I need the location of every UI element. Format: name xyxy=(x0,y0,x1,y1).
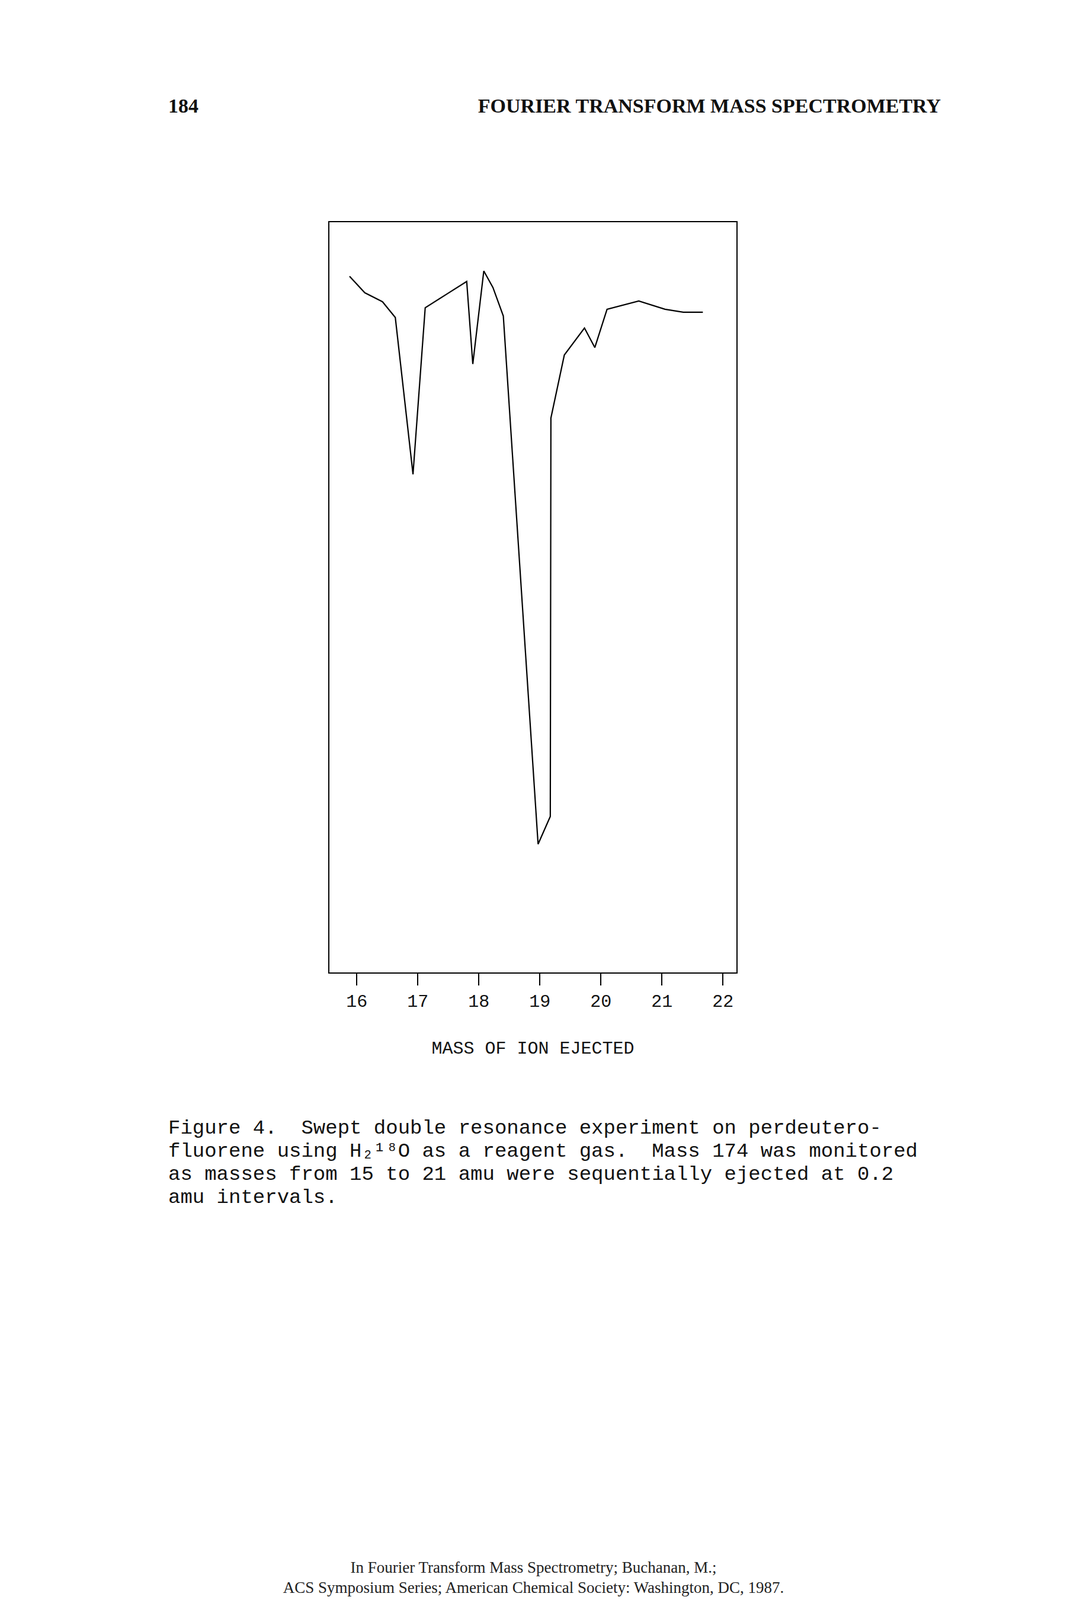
html-text:Figure 4. Swept double resonan: Figure 4. Swept double resonance experim… xyxy=(168,1116,918,1209)
html-text:FOURIER TRANSFORM MASS SPECTRO: FOURIER TRANSFORM MASS SPECTROMETRY xyxy=(477,94,941,117)
html-text:184: 184 xyxy=(168,94,199,117)
svg-text:18: 18 xyxy=(468,991,490,1012)
svg-text:20: 20 xyxy=(590,991,612,1012)
html-text:ACS Symposium Series; American: ACS Symposium Series; American Chemical … xyxy=(283,1578,784,1597)
svg-text:17: 17 xyxy=(407,991,429,1012)
svg-text:16: 16 xyxy=(345,991,368,1012)
svg-text:19: 19 xyxy=(529,991,551,1012)
html-text:In Fourier Transform Mass Spec: In Fourier Transform Mass Spectrometry; … xyxy=(350,1558,717,1576)
svg-text:MASS OF ION EJECTED: MASS OF ION EJECTED xyxy=(431,1038,634,1059)
svg-text:22: 22 xyxy=(712,991,734,1012)
svg-text:21: 21 xyxy=(651,991,673,1012)
